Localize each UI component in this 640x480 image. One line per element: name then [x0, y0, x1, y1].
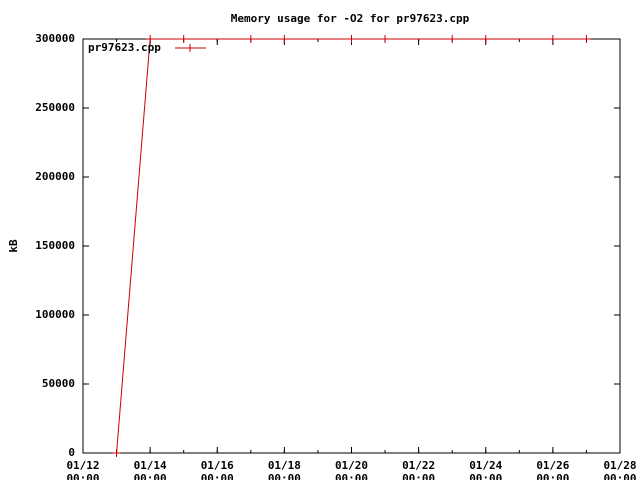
- point: [347, 35, 356, 43]
- x-tick-label: 01/22 00:00: [402, 459, 436, 480]
- chart-title: Memory usage for -O2 for pr97623.cpp: [231, 12, 470, 25]
- x-tick-label: 01/12 00:00: [66, 459, 100, 480]
- point: [381, 35, 390, 43]
- y-tick-label: 0: [68, 446, 75, 459]
- x-tick-label: 01/20 00:00: [334, 459, 369, 480]
- y-tick-label: 50000: [42, 377, 75, 390]
- point: [112, 449, 121, 457]
- point: [481, 35, 490, 43]
- y-axis-label: kB: [7, 239, 20, 253]
- point: [179, 35, 188, 43]
- x-tick-label: 01/28 00:00: [603, 459, 637, 480]
- y-tick-label: 100000: [35, 308, 75, 321]
- x-tick-label: 01/24 00:00: [469, 459, 503, 480]
- x-tick-label: 01/14 00:00: [133, 459, 167, 480]
- plot-frame: [82, 38, 621, 454]
- y-tick-label: 150000: [35, 239, 75, 252]
- point: [548, 35, 557, 43]
- legend-label: pr97623.cpp: [88, 41, 161, 54]
- y-tick-label: 200000: [35, 170, 75, 183]
- x-tick-label: 01/16 00:00: [200, 459, 234, 480]
- y-tick-label: 250000: [35, 101, 75, 114]
- y-tick-label: 300000: [35, 32, 75, 45]
- legend-marker: [186, 44, 194, 52]
- x-tick-label: 01/26 00:00: [536, 459, 570, 480]
- point: [280, 35, 289, 43]
- point: [146, 35, 155, 43]
- point: [246, 35, 255, 43]
- point: [582, 35, 591, 43]
- point: [448, 35, 457, 43]
- line: [116, 38, 587, 454]
- x-tick-label: 01/18 00:00: [267, 459, 301, 480]
